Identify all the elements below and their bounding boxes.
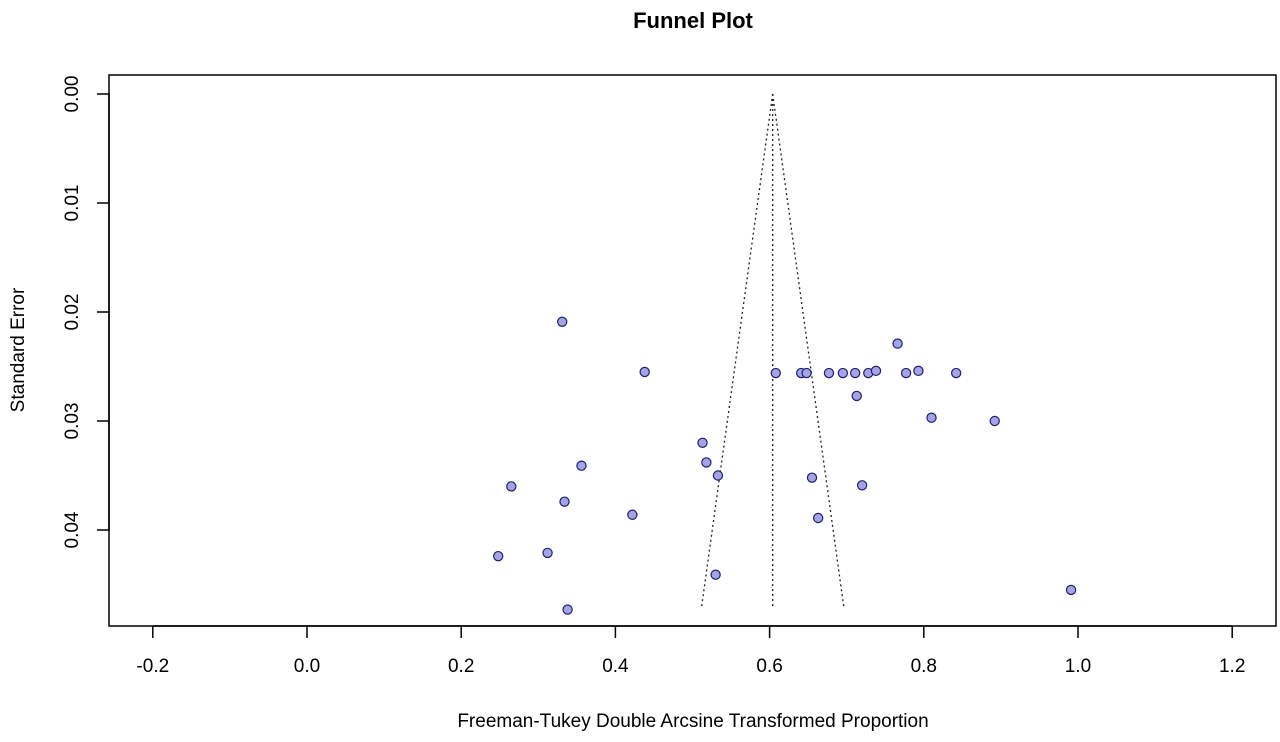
x-tick-label: 1.0 bbox=[1065, 656, 1091, 677]
data-point bbox=[639, 366, 650, 378]
data-point bbox=[926, 412, 937, 423]
x-tick-label: 0.2 bbox=[448, 656, 474, 677]
x-tick-label: 0.8 bbox=[911, 656, 937, 677]
y-tick-label: 0.01 bbox=[62, 185, 83, 222]
data-point bbox=[701, 457, 712, 468]
data-point bbox=[559, 496, 570, 507]
x-tick-label: 0.6 bbox=[756, 656, 782, 677]
data-point bbox=[710, 569, 721, 580]
x-tick-label: 0.0 bbox=[294, 656, 320, 677]
data-point bbox=[823, 367, 835, 379]
data-point bbox=[576, 460, 587, 471]
x-axis: -0.2 0.0 0.2 0.4 0.6 0.8 1.0 1.2 bbox=[136, 625, 1245, 677]
y-tick-label: 0.04 bbox=[62, 511, 83, 548]
data-points bbox=[493, 316, 1077, 615]
data-point bbox=[506, 481, 517, 492]
data-point bbox=[913, 365, 924, 377]
data-point bbox=[697, 437, 708, 448]
data-point bbox=[950, 367, 962, 379]
data-point bbox=[849, 367, 861, 379]
y-axis-label: Standard Error bbox=[8, 287, 29, 412]
x-tick-label: 0.4 bbox=[602, 656, 629, 677]
data-point bbox=[770, 367, 781, 379]
funnel-right-line bbox=[772, 93, 845, 609]
data-point bbox=[712, 470, 724, 481]
x-tick-label: -0.2 bbox=[136, 656, 169, 677]
data-point bbox=[851, 390, 862, 402]
funnel-lines bbox=[700, 93, 845, 609]
funnel-left-line bbox=[700, 93, 774, 609]
data-point bbox=[892, 338, 903, 349]
chart-title: Funnel Plot bbox=[633, 8, 753, 33]
data-point bbox=[1065, 584, 1077, 596]
y-tick-label: 0.03 bbox=[62, 403, 83, 440]
data-point bbox=[562, 604, 573, 615]
data-point bbox=[801, 367, 812, 379]
plot-frame bbox=[108, 74, 1277, 627]
data-point bbox=[806, 472, 818, 483]
data-point bbox=[493, 550, 504, 562]
y-tick-label: 0.00 bbox=[62, 76, 83, 113]
data-point bbox=[837, 367, 849, 379]
data-point bbox=[856, 480, 868, 491]
data-point bbox=[542, 547, 553, 559]
data-point bbox=[870, 365, 882, 377]
data-point bbox=[627, 509, 638, 520]
y-tick-label: 0.02 bbox=[62, 294, 83, 331]
y-axis: 0.00 0.01 0.02 0.03 0.04 bbox=[62, 76, 110, 548]
data-point bbox=[900, 367, 912, 379]
x-tick-label: 1.2 bbox=[1219, 656, 1245, 677]
data-point bbox=[989, 415, 1000, 427]
x-axis-label: Freeman-Tukey Double Arcsine Transformed… bbox=[457, 711, 928, 732]
data-point bbox=[557, 316, 568, 328]
data-point bbox=[812, 512, 824, 524]
